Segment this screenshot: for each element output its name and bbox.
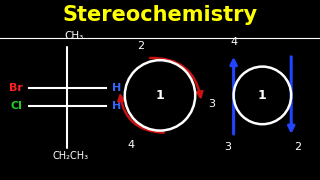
Text: 4: 4 xyxy=(128,140,135,150)
Text: CH₃: CH₃ xyxy=(64,31,83,41)
Text: Cl: Cl xyxy=(11,101,22,111)
Text: 3: 3 xyxy=(224,142,231,152)
Text: 3: 3 xyxy=(208,99,215,109)
Text: Stereochemistry: Stereochemistry xyxy=(62,5,258,25)
Text: 2: 2 xyxy=(137,41,144,51)
Text: 1: 1 xyxy=(156,89,164,102)
Text: H: H xyxy=(112,83,121,93)
Text: H: H xyxy=(112,101,121,111)
Text: Br: Br xyxy=(9,83,22,93)
Text: 1: 1 xyxy=(258,89,267,102)
Text: CH₂CH₃: CH₂CH₃ xyxy=(52,151,88,161)
Text: 4: 4 xyxy=(230,37,237,47)
Text: 2: 2 xyxy=(294,142,301,152)
